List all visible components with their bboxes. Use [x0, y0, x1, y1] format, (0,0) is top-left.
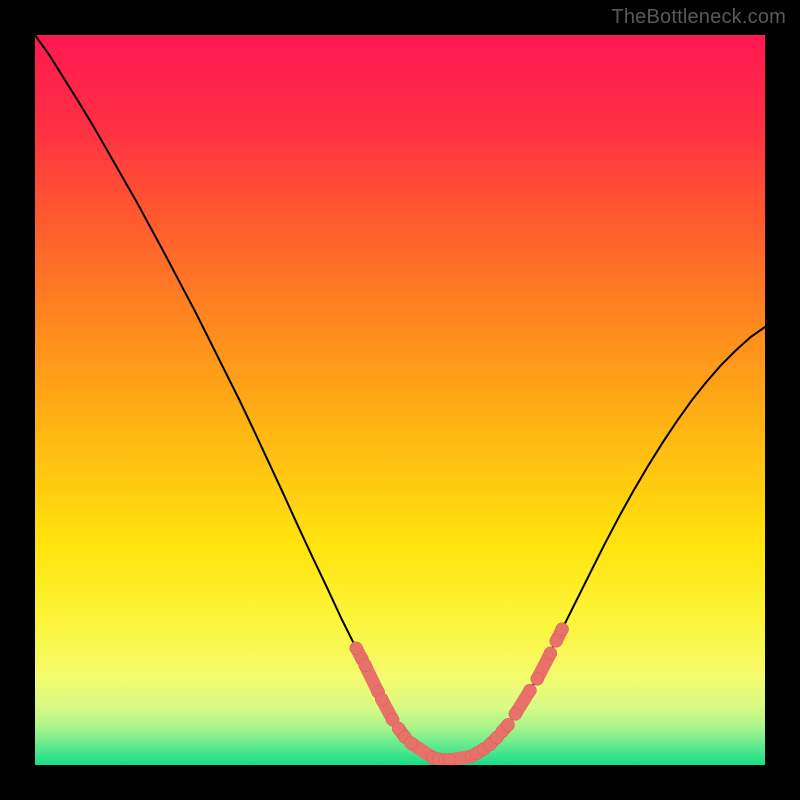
- watermark-text: TheBottleneck.com: [611, 6, 786, 29]
- chart-background: [35, 35, 765, 765]
- chart-svg: [35, 35, 765, 765]
- chart-plot-area: [35, 35, 765, 765]
